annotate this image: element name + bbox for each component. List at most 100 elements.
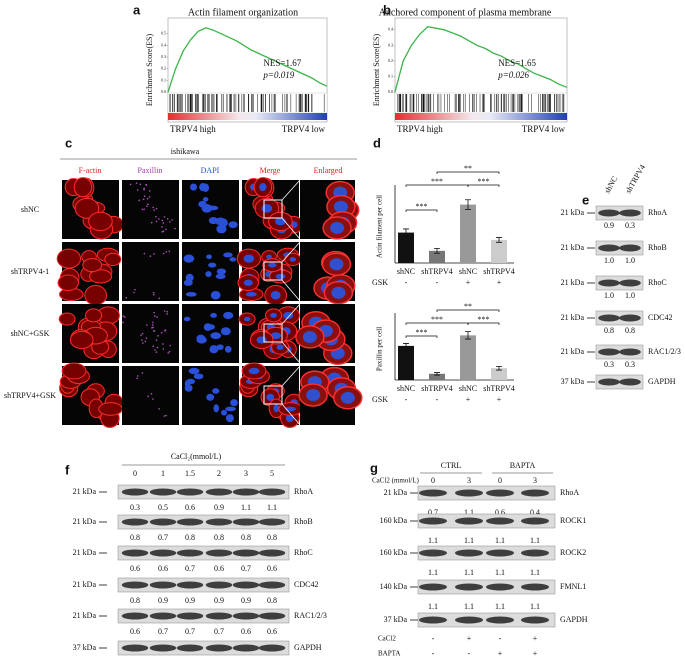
focal-dot [168, 250, 171, 252]
micrograph-content [295, 310, 353, 365]
quantification: 1.0 [604, 291, 614, 300]
nucleus [273, 404, 280, 413]
zoom-line [281, 217, 301, 240]
band [121, 612, 149, 620]
micrograph-content [56, 247, 122, 306]
gsk-sign: - [436, 395, 439, 404]
protein-name: RhoC [648, 278, 667, 287]
quantification: 0.6 [495, 508, 505, 517]
molecular-weight: 160 kDa [380, 548, 408, 557]
quantification: 0.8 [241, 533, 251, 542]
lane-label: 1.5 [185, 469, 195, 478]
x-tick-label: shNC [397, 384, 415, 393]
quantification: 0.7 [214, 627, 224, 636]
focal-dot [154, 349, 156, 351]
quantification: 1.1 [428, 568, 438, 577]
significance-label: ** [464, 164, 472, 173]
protein-name: GAPDH [560, 615, 588, 624]
quantification: 0.6 [130, 627, 140, 636]
row-label: shNC+GSK [11, 329, 50, 338]
quantification: 0.7 [185, 627, 195, 636]
cell [58, 312, 76, 326]
band [521, 549, 549, 557]
focal-dot [125, 296, 128, 299]
significance-bracket [436, 171, 500, 174]
nucleus [196, 336, 207, 344]
focal-dot [122, 315, 125, 317]
nucleus [261, 203, 273, 213]
focal-dot [143, 252, 146, 255]
error-bar [465, 331, 471, 340]
molecular-weight: 37 kDa [561, 377, 585, 386]
row-label: shNC [21, 205, 39, 214]
condition-sign: - [432, 634, 435, 643]
protein-name: CDC42 [648, 313, 672, 322]
quantification: 0.6 [214, 564, 224, 573]
quantification: 0.8 [130, 533, 140, 542]
nucleus [190, 183, 198, 191]
quantification: 0.7 [185, 564, 195, 573]
micrograph-content [298, 366, 363, 410]
nucleus [285, 406, 296, 412]
quantification: 1.1 [495, 602, 505, 611]
focal-dot [156, 316, 158, 318]
band [486, 616, 514, 624]
panel-title: Anchored component of plasma membrane [379, 7, 552, 18]
band [149, 518, 177, 526]
y-tick-label: 0.2 [388, 58, 393, 63]
band [598, 244, 620, 252]
focal-dot [163, 216, 166, 218]
rank-left-label: TRPV4 high [397, 124, 443, 134]
band [486, 549, 514, 557]
focal-dot [122, 321, 124, 324]
error-bar [496, 237, 502, 243]
cell-line: ishikawa [171, 147, 200, 156]
zoom-box [263, 261, 283, 281]
focal-dot [146, 324, 148, 326]
band [232, 612, 260, 620]
quantification: 0.6 [130, 564, 140, 573]
focal-dot [158, 218, 160, 220]
band [121, 488, 149, 496]
bar [460, 335, 476, 380]
nucleus [333, 200, 348, 213]
focal-dot [166, 313, 168, 315]
band [258, 612, 286, 620]
focal-dot [167, 352, 169, 354]
focal-dot [155, 351, 158, 353]
group-label: BAPTA [510, 461, 536, 470]
band [486, 583, 514, 591]
focal-dot [162, 222, 165, 224]
gsk-sign: + [466, 278, 471, 287]
significance-label: *** [431, 315, 443, 324]
es-curve [394, 26, 568, 93]
focal-dot [155, 339, 158, 341]
nucleus [329, 258, 344, 271]
focal-dot [147, 395, 149, 398]
cell [73, 177, 93, 198]
condition-sign: + [467, 634, 472, 643]
focal-dot [152, 326, 154, 329]
band [258, 581, 286, 589]
zoom-box [263, 199, 283, 219]
protein-name: RhoA [294, 487, 313, 496]
condition-sign: + [533, 634, 538, 643]
protein-name: RhoC [294, 548, 313, 557]
nucleus [225, 414, 234, 423]
gsk-sign: - [405, 278, 408, 287]
focal-dot [152, 291, 155, 294]
focal-dot [152, 206, 154, 209]
quantification: 0.9 [158, 596, 168, 605]
lane-label: 1 [161, 469, 165, 478]
x-tick-label: shNC [459, 384, 477, 393]
protein-name: RhoB [294, 517, 313, 526]
focal-dot [155, 207, 158, 210]
band [176, 518, 204, 526]
band [419, 549, 447, 557]
focal-dot [153, 253, 155, 255]
quantification: 1.1 [241, 503, 251, 512]
quantification: 0.3 [604, 360, 614, 369]
focal-dot [155, 216, 157, 218]
micrograph-content [136, 372, 167, 417]
micrograph [122, 304, 179, 363]
